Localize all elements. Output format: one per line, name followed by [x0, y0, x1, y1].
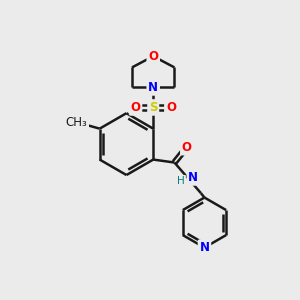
Text: CH₃: CH₃ — [66, 116, 88, 129]
Text: O: O — [148, 50, 158, 63]
Text: N: N — [200, 241, 209, 254]
Text: O: O — [182, 141, 192, 154]
Text: N: N — [188, 171, 198, 184]
Text: O: O — [130, 101, 141, 114]
Text: S: S — [149, 101, 158, 114]
Text: H: H — [177, 176, 185, 186]
Text: N: N — [148, 81, 158, 94]
Text: O: O — [166, 101, 176, 114]
